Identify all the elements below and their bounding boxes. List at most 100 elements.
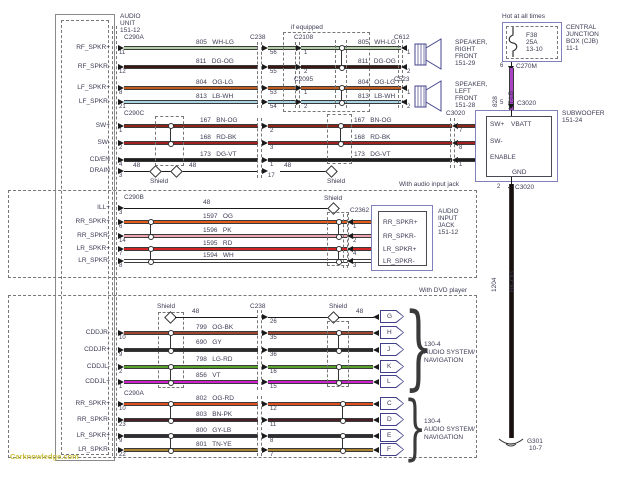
shield-label: Shield bbox=[150, 178, 169, 185]
cjb-box bbox=[502, 22, 562, 62]
wire-811 bbox=[268, 65, 296, 69]
pin-arrow-icon bbox=[373, 401, 379, 407]
pin-arrow-icon bbox=[373, 364, 379, 370]
twisted-pair-icon bbox=[336, 330, 342, 354]
pin-arrow-icon bbox=[452, 140, 458, 146]
pin-arrow-icon bbox=[347, 219, 353, 225]
subwoofer-pin-label: SW- bbox=[490, 138, 503, 145]
connector-label: C2108 bbox=[294, 34, 314, 41]
pin-arrow-icon bbox=[401, 99, 407, 105]
wire-856 bbox=[124, 380, 258, 384]
wire-167 bbox=[457, 124, 487, 128]
connector-label: C238 bbox=[250, 303, 266, 310]
connector-label: C612 bbox=[394, 34, 410, 41]
pin-label: ILL+ bbox=[97, 204, 110, 211]
nav-terminal-letter: G bbox=[381, 311, 403, 322]
jack-title: INPUT bbox=[438, 215, 458, 222]
pin-label: SW+ bbox=[95, 122, 110, 129]
hot-label: Hot at all times bbox=[502, 13, 545, 20]
wire-label: 804 OG-LG bbox=[196, 79, 234, 86]
wire-label: 813 LB-WH bbox=[358, 93, 396, 100]
inline-connector-dashes bbox=[257, 396, 262, 456]
pin-number: 3 bbox=[270, 145, 274, 151]
pin-arrow-icon bbox=[296, 45, 302, 51]
twisted-pair-icon bbox=[340, 433, 346, 454]
cjb-title: CENTRAL bbox=[566, 24, 597, 31]
wire-number: 828 bbox=[492, 96, 499, 107]
pin-arrow-icon bbox=[401, 64, 407, 70]
twisted-pair-icon bbox=[168, 401, 174, 424]
pin-number: 1 bbox=[304, 50, 308, 56]
subwoofer-title: SUBWOOFER bbox=[562, 110, 605, 117]
wire-label: 800 GY-LB bbox=[196, 427, 232, 434]
wire-label: 48 bbox=[192, 308, 200, 315]
jack-title: JACK bbox=[438, 222, 455, 229]
pin-arrow-icon bbox=[118, 85, 124, 91]
pin-label: CD/EN bbox=[89, 156, 110, 163]
shield-diamond-icon bbox=[325, 165, 338, 178]
variant-label: With audio input jack bbox=[399, 181, 459, 188]
pin-number: 1 bbox=[304, 90, 308, 96]
wire-label: 167 BN-OG bbox=[354, 117, 392, 124]
jack-pin-label: RR_SPKR- bbox=[383, 233, 416, 240]
shield-box bbox=[327, 114, 352, 164]
pin-arrow-icon bbox=[262, 123, 268, 129]
pin-label: RF_SPKR+ bbox=[76, 44, 110, 51]
wire-856 bbox=[268, 380, 373, 384]
wire-1596 bbox=[353, 234, 372, 238]
pin-number: 14 bbox=[119, 238, 126, 244]
pin-number: 8 bbox=[119, 90, 123, 96]
nav-ref: 130-4 bbox=[424, 418, 441, 425]
twisted-pair-icon bbox=[168, 330, 174, 354]
shield-box bbox=[155, 116, 184, 166]
nav-terminal: D bbox=[380, 413, 404, 426]
wire-798 bbox=[124, 365, 258, 369]
audio-unit-box bbox=[55, 14, 115, 461]
jack-pin-label: LR_SPKR- bbox=[383, 258, 415, 265]
watermark: Carknowledge.com bbox=[10, 452, 79, 461]
shield-box bbox=[327, 212, 349, 266]
audio-input-jack-inner-box bbox=[378, 211, 427, 266]
pin-arrow-icon bbox=[118, 433, 124, 439]
pin-number: 11 bbox=[119, 50, 126, 56]
cjb-title: JUNCTION bbox=[566, 31, 599, 38]
inline-connector-dashes bbox=[257, 118, 262, 178]
pin-number: 2 bbox=[304, 69, 308, 75]
wire-label: 48 bbox=[189, 162, 197, 169]
pin-number: 4 bbox=[119, 162, 123, 168]
pin-arrow-icon bbox=[118, 233, 124, 239]
nav-terminal: H bbox=[380, 326, 404, 339]
speaker-title: SPEAKER, bbox=[455, 81, 488, 88]
wire-label: 856 VT bbox=[196, 372, 221, 379]
shield-label: Shield bbox=[327, 178, 346, 185]
nav-terminal-letter: E bbox=[381, 430, 403, 441]
pin-number: 5 bbox=[500, 100, 504, 106]
pin-label: LR_SPKR+ bbox=[76, 432, 110, 439]
wire-805 bbox=[268, 46, 296, 50]
pin-number: 1 bbox=[459, 162, 463, 168]
pin-number: 2 bbox=[270, 128, 274, 134]
pin-number: 22 bbox=[119, 452, 126, 458]
subwoofer-pin-label: VBATT bbox=[511, 121, 532, 128]
wire-label: 173 DG-VT bbox=[200, 151, 237, 158]
wire-690 bbox=[268, 348, 373, 352]
wire-label: 813 LB-WH bbox=[196, 93, 234, 100]
nav-terminal: F bbox=[380, 443, 404, 456]
pin-number: 4 bbox=[353, 251, 357, 257]
nav-terminal-letter: H bbox=[381, 327, 403, 338]
connector-label: C2362 bbox=[350, 207, 370, 214]
wire-label: 798 LG-RD bbox=[196, 356, 233, 363]
connector-label: C2095 bbox=[294, 76, 314, 83]
wire-label: 167 BN-OG bbox=[200, 117, 238, 124]
speaker-ref: 151-28 bbox=[455, 102, 476, 109]
wire-168 bbox=[457, 141, 487, 145]
pin-arrow-icon bbox=[118, 417, 124, 423]
pin-number: 2 bbox=[353, 238, 357, 244]
subwoofer-inner-box bbox=[486, 116, 552, 177]
pin-number: 3 bbox=[119, 173, 123, 179]
pin-number: 35 bbox=[270, 335, 277, 341]
pin-arrow-icon bbox=[262, 347, 268, 353]
connector-label: C290C bbox=[124, 110, 145, 117]
wire-stub bbox=[511, 177, 512, 184]
cjb-inner-dashed bbox=[506, 26, 558, 59]
